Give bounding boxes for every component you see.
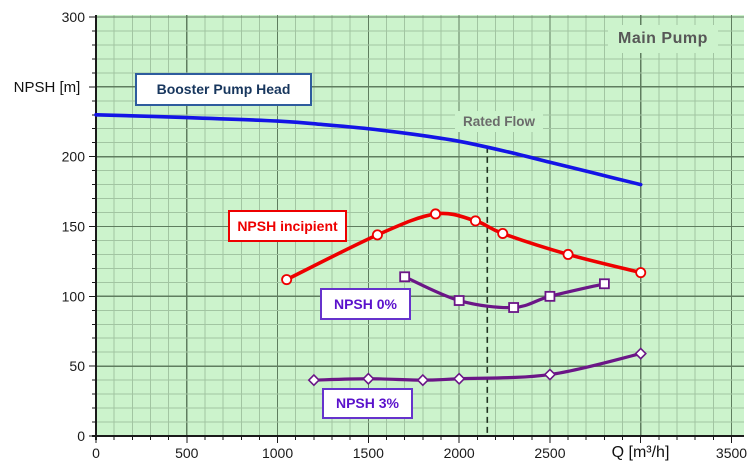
x-tick-label: 3500	[716, 445, 747, 461]
marker-diamond	[543, 368, 557, 381]
marker-circle	[562, 248, 574, 260]
y-axis-label: NPSH [m]	[13, 79, 81, 96]
marker-diamond	[307, 373, 321, 387]
marker-circle	[635, 267, 647, 279]
marker-square	[508, 302, 520, 313]
y-tick-label: 300	[62, 9, 86, 25]
y-tick-label: 200	[62, 149, 86, 165]
x-tick-label: 2500	[534, 445, 565, 461]
marker-square	[399, 271, 411, 283]
marker-square	[544, 290, 556, 302]
series-label-booster-pump-head: Booster Pump Head	[135, 73, 312, 106]
y-tick-label: 50	[69, 358, 85, 374]
x-tick-label: 1500	[353, 445, 384, 461]
x-tick-label: 500	[175, 445, 199, 461]
series-line-0	[94, 112, 643, 187]
x-tick-label: 1000	[262, 445, 293, 461]
chart-title-main-pump: Main Pump	[608, 25, 718, 53]
x-tick-label: 2000	[444, 445, 475, 461]
marker-circle	[497, 227, 509, 239]
marker-diamond	[362, 372, 375, 385]
marker-square	[453, 295, 465, 306]
marker-diamond	[452, 372, 466, 385]
rated-flow-annotation-label: Rated Flow	[455, 111, 544, 132]
y-tick-label: 150	[62, 219, 86, 235]
marker-circle	[430, 208, 442, 220]
marker-circle	[469, 215, 481, 227]
y-tick-label: 100	[62, 288, 86, 304]
marker-circle	[281, 274, 293, 286]
y-tick-label: 0	[77, 428, 85, 444]
x-tick-label: 0	[92, 445, 100, 461]
series-label-npsh-0pct: NPSH 0%	[320, 288, 411, 320]
marker-diamond	[416, 373, 430, 387]
marker-circle	[371, 229, 383, 241]
marker-square	[599, 278, 610, 290]
marker-diamond	[634, 347, 647, 360]
x-axis-label: Q [m³/h]	[611, 444, 670, 461]
series-label-npsh-incipient: NPSH incipient	[228, 210, 347, 242]
series-label-npsh-3pct: NPSH 3%	[322, 388, 413, 419]
